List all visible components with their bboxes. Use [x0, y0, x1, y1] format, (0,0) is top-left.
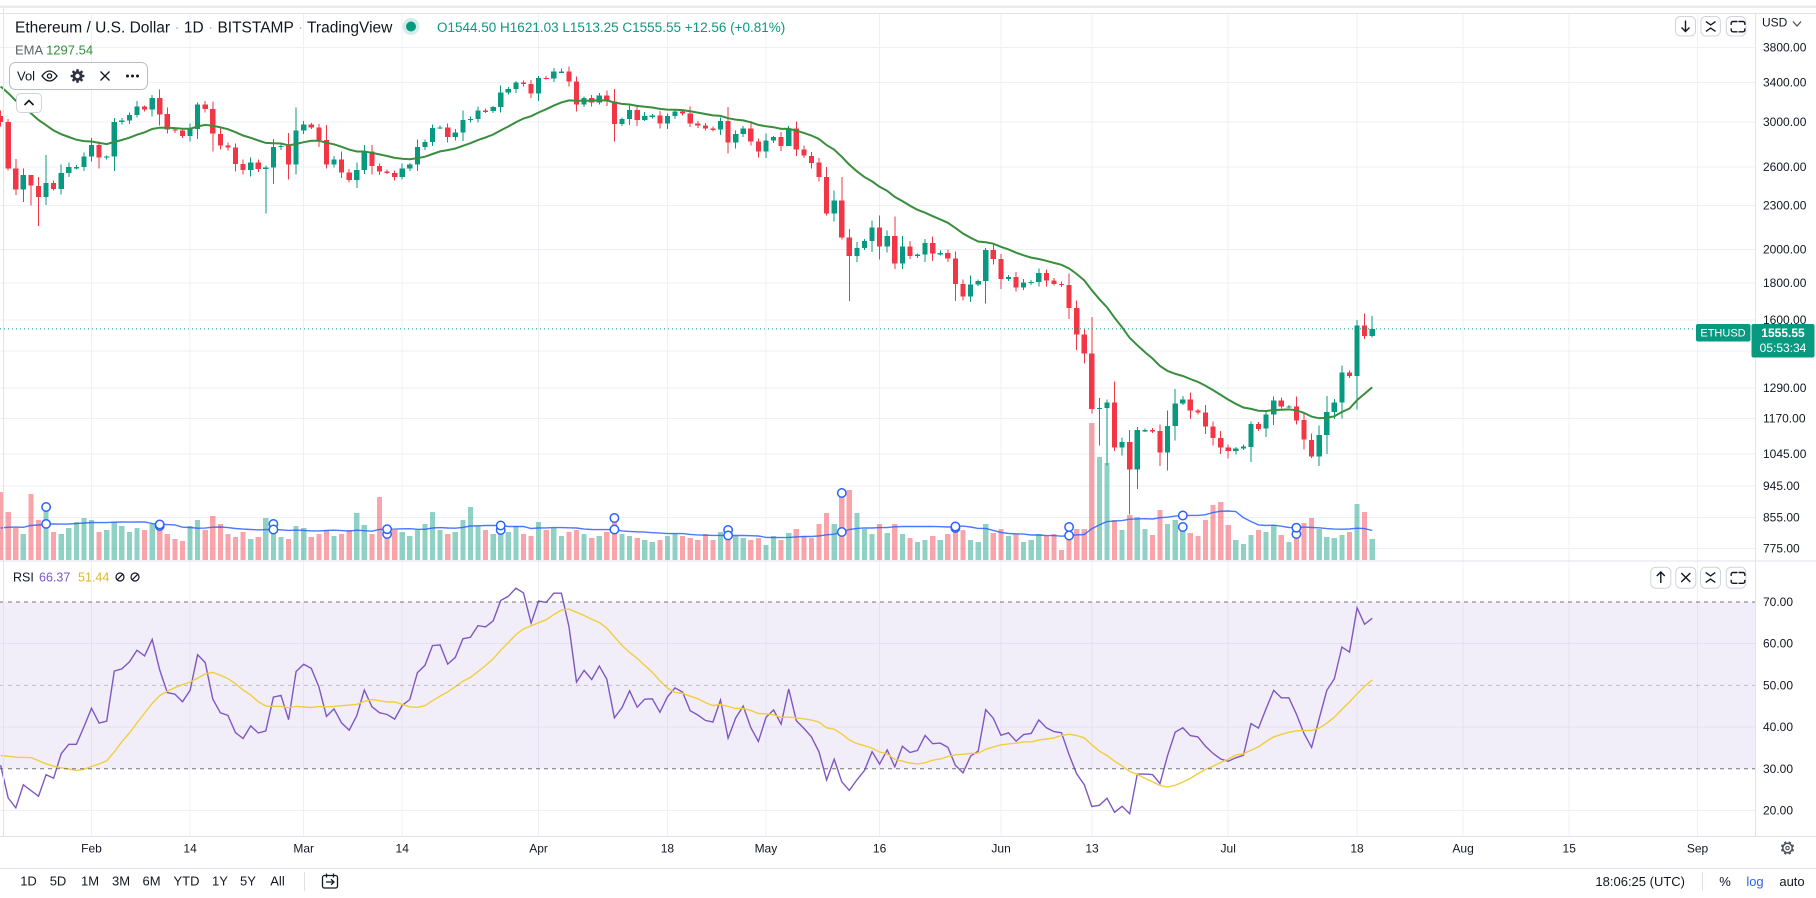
svg-text:14: 14 — [183, 842, 197, 856]
svg-text:14: 14 — [396, 842, 410, 856]
svg-text:2000.00: 2000.00 — [1763, 243, 1807, 257]
svg-text:13: 13 — [1085, 842, 1099, 856]
svg-text:05:53:34: 05:53:34 — [1760, 341, 1807, 355]
svg-text:1290.00: 1290.00 — [1763, 381, 1807, 395]
svg-text:USD: USD — [1762, 16, 1788, 30]
svg-text:18:06:25 (UTC): 18:06:25 (UTC) — [1595, 874, 1685, 889]
svg-text:Vol: Vol — [17, 69, 35, 84]
svg-text:Feb: Feb — [81, 842, 102, 856]
svg-text:3400.00: 3400.00 — [1763, 76, 1807, 90]
svg-text:2600.00: 2600.00 — [1763, 160, 1807, 174]
svg-text:70.00: 70.00 — [1763, 595, 1793, 609]
svg-text:1600.00: 1600.00 — [1763, 313, 1807, 327]
svg-text:ETHUSD: ETHUSD — [1700, 328, 1745, 340]
svg-text:775.00: 775.00 — [1763, 541, 1800, 555]
svg-text:YTD: YTD — [174, 874, 200, 889]
svg-text:1Y: 1Y — [212, 874, 228, 889]
svg-text:20.00: 20.00 — [1763, 804, 1793, 818]
svg-text:1D: 1D — [20, 874, 37, 889]
svg-text:3000.00: 3000.00 — [1763, 115, 1807, 129]
svg-text:auto: auto — [1779, 874, 1804, 889]
svg-text:3800.00: 3800.00 — [1763, 41, 1807, 55]
svg-text:50.00: 50.00 — [1763, 678, 1793, 692]
svg-text:Aug: Aug — [1452, 842, 1473, 856]
svg-text:5D: 5D — [50, 874, 67, 889]
svg-text:EMA 1297.54: EMA 1297.54 — [15, 43, 93, 58]
svg-text:%: % — [1719, 874, 1731, 889]
svg-text:18: 18 — [661, 842, 675, 856]
svg-text:1170.00: 1170.00 — [1763, 412, 1806, 426]
svg-text:15: 15 — [1563, 842, 1577, 856]
svg-text:1555.55: 1555.55 — [1761, 326, 1805, 340]
svg-text:2300.00: 2300.00 — [1763, 199, 1807, 213]
svg-text:3M: 3M — [112, 874, 130, 889]
svg-text:60.00: 60.00 — [1763, 637, 1793, 651]
svg-text:O1544.50 H1621.03 L1513.25 C15: O1544.50 H1621.03 L1513.25 C1555.55 +12.… — [437, 20, 785, 35]
svg-text:945.00: 945.00 — [1763, 479, 1800, 493]
svg-text:16: 16 — [873, 842, 887, 856]
svg-text:All: All — [270, 874, 285, 889]
svg-text:1045.00: 1045.00 — [1763, 447, 1807, 461]
svg-text:log: log — [1746, 874, 1763, 889]
svg-text:18: 18 — [1350, 842, 1364, 856]
svg-text:Sep: Sep — [1687, 842, 1709, 856]
svg-text:Ethereum / U.S. Dollar · 1D ·: Ethereum / U.S. Dollar · 1D · BITSTAMP ·… — [15, 20, 393, 37]
svg-text:RSI: RSI — [13, 571, 34, 585]
svg-text:Jun: Jun — [991, 842, 1010, 856]
svg-text:40.00: 40.00 — [1763, 720, 1793, 734]
svg-text:5Y: 5Y — [240, 874, 256, 889]
svg-text:1M: 1M — [81, 874, 99, 889]
svg-text:Mar: Mar — [293, 842, 314, 856]
svg-text:66.37: 66.37 — [39, 571, 70, 585]
svg-text:1800.00: 1800.00 — [1763, 276, 1807, 290]
svg-text:30.00: 30.00 — [1763, 762, 1793, 776]
svg-text:May: May — [755, 842, 778, 856]
svg-text:6M: 6M — [142, 874, 160, 889]
svg-text:Jul: Jul — [1221, 842, 1236, 856]
svg-text:Apr: Apr — [529, 842, 548, 856]
svg-text:855.00: 855.00 — [1763, 510, 1800, 524]
svg-text:51.44: 51.44 — [78, 571, 109, 585]
